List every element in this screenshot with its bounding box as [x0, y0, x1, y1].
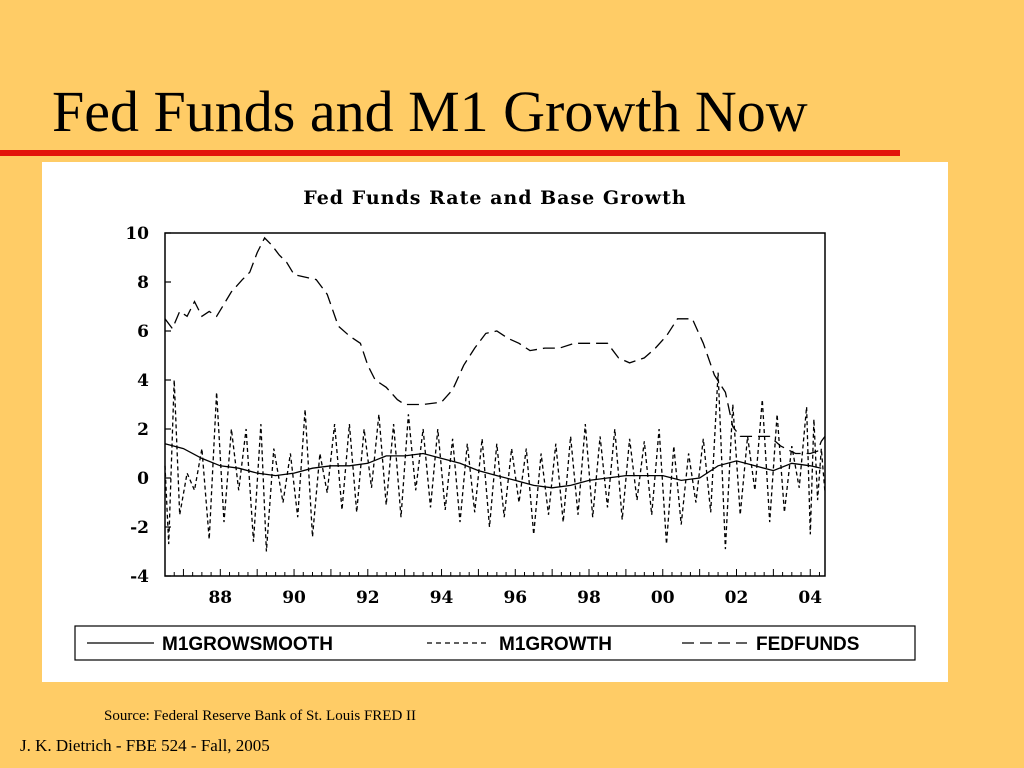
- series-layer: [164, 236, 826, 552]
- x-tick-label: 88: [208, 588, 232, 608]
- chart-title: Fed Funds Rate and Base Growth: [303, 187, 687, 209]
- y-tick-label: -2: [130, 518, 149, 538]
- legend-label-m1growsmooth: M1GROWSMOOTH: [162, 634, 333, 655]
- series-line-m1growth: [164, 372, 826, 552]
- plot-area-frame: [164, 232, 826, 577]
- footer-note: J. K. Dietrich - FBE 524 - Fall, 2005: [20, 736, 270, 755]
- x-tick-label: 02: [725, 588, 749, 608]
- x-tick-label: 00: [651, 588, 675, 608]
- y-tick-label: 10: [125, 224, 149, 244]
- series-line-m1growsmooth: [164, 443, 822, 489]
- legend: M1GROWSMOOTH M1GROWTH FEDFUNDS: [74, 625, 916, 661]
- y-tick-label: 8: [137, 273, 149, 293]
- legend-label-m1growth: M1GROWTH: [499, 634, 612, 655]
- x-tick-label: 92: [356, 588, 380, 608]
- y-tick-label: 0: [137, 469, 149, 489]
- x-tick-label: 94: [430, 588, 454, 608]
- x-tick-label: 96: [503, 588, 527, 608]
- legend-box: [74, 625, 916, 661]
- source-note: Source: Federal Reserve Bank of St. Loui…: [104, 708, 417, 724]
- x-axis: 88 90 92 94 96 98 00 02 04: [164, 569, 822, 608]
- x-tick-label: 98: [577, 588, 601, 608]
- y-tick-label: 2: [137, 420, 149, 440]
- y-tick-label: 4: [137, 371, 149, 391]
- chart-panel: Fed Funds Rate and Base Growth 10 8 6 4 2 0 -2…: [42, 162, 948, 682]
- series-line-fedfunds: [164, 236, 826, 455]
- y-tick-label: 6: [137, 322, 149, 342]
- slide-title: Fed Funds and M1 Growth Now: [52, 79, 808, 144]
- chart-svg: Fed Funds Rate and Base Growth 10 8 6 4 2 0 -2…: [74, 187, 916, 661]
- y-axis: 10 8 6 4 2 0 -2 -4: [125, 224, 171, 587]
- x-tick-label: 04: [798, 588, 822, 608]
- x-tick-label: 90: [282, 588, 306, 608]
- title-rule: [0, 150, 900, 156]
- y-tick-label: -4: [130, 567, 149, 587]
- legend-label-fedfunds: FEDFUNDS: [756, 634, 859, 655]
